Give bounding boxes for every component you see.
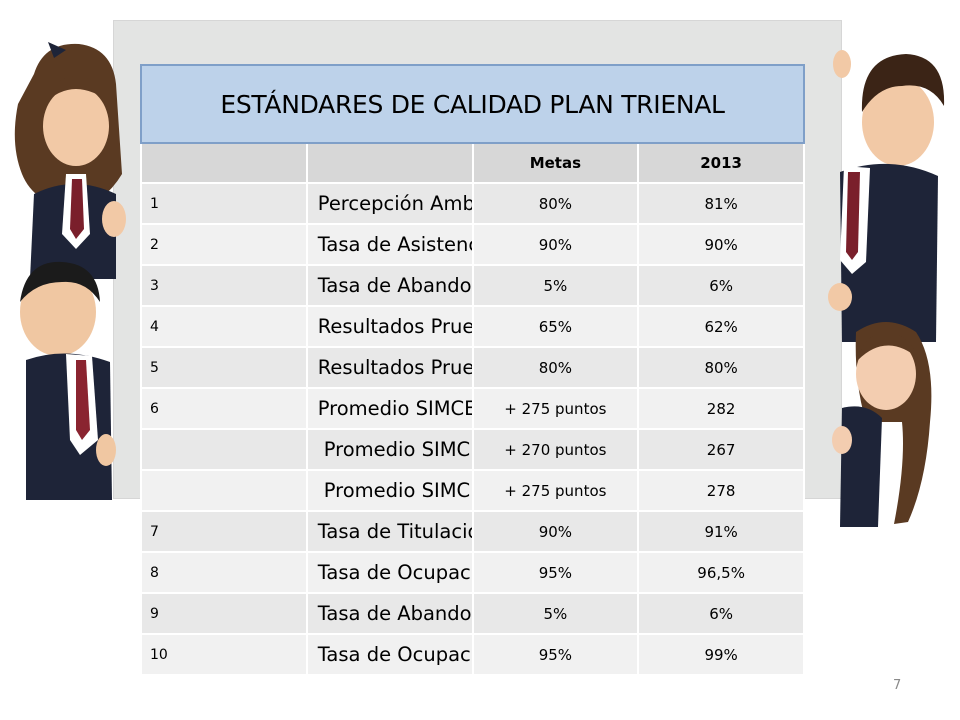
- row-indicator-label: Resultados Pruebas Técnicas: [305, 346, 474, 389]
- student-girl-right-illustration: [832, 322, 932, 527]
- row-indicator-label: Promedio SIMCE 2° Medio: [305, 387, 474, 430]
- row-value-2013: 62%: [637, 305, 805, 348]
- row-goal: 95%: [471, 551, 640, 594]
- row-value-2013: 96,5%: [637, 551, 805, 594]
- student-girl-left-illustration: [14, 42, 126, 279]
- row-value-2013: 278: [637, 469, 805, 512]
- row-indicator-label: Tasa de Asistencia: [305, 223, 474, 266]
- row-value-2013: 6%: [637, 592, 805, 635]
- row-number: 9: [140, 592, 308, 635]
- row-goal: 5%: [471, 264, 640, 307]
- row-goal: + 270 puntos: [471, 428, 640, 471]
- row-goal: + 275 puntos: [471, 469, 640, 512]
- row-number: [140, 469, 308, 512]
- row-goal: 5%: [471, 592, 640, 635]
- student-boy-left-illustration: [20, 261, 116, 500]
- row-value-2013: 282: [637, 387, 805, 430]
- row-indicator-label: Tasa de Ocupación Becados: [305, 633, 474, 676]
- row-indicator-label: Tasa de Abandono Becados: [305, 592, 474, 635]
- header-number: [140, 142, 308, 184]
- row-value-2013: 99%: [637, 633, 805, 676]
- row-indicator-label: Percepción Ambiente Escolar: [305, 182, 474, 225]
- row-indicator-label: Promedio SIMCE 4° Básico: [305, 428, 474, 471]
- row-goal: 80%: [471, 182, 640, 225]
- table-title: ESTÁNDARES DE CALIDAD PLAN TRIENAL: [140, 64, 805, 144]
- row-value-2013: 80%: [637, 346, 805, 389]
- table-title-row: ESTÁNDARES DE CALIDAD PLAN TRIENAL: [140, 64, 805, 144]
- row-goal: 90%: [471, 510, 640, 553]
- row-goal: 90%: [471, 223, 640, 266]
- row-number: 4: [140, 305, 308, 348]
- header-metas: Metas: [471, 142, 640, 184]
- row-number: 10: [140, 633, 308, 676]
- row-number: [140, 428, 308, 471]
- row-value-2013: 6%: [637, 264, 805, 307]
- row-goal: + 275 puntos: [471, 387, 640, 430]
- header-indicator: [305, 142, 474, 184]
- row-value-2013: 81%: [637, 182, 805, 225]
- row-indicator-label: Tasa de Ocupación Titulados: [305, 551, 474, 594]
- quality-standards-table: ESTÁNDARES DE CALIDAD PLAN TRIENAL Metas…: [140, 64, 805, 676]
- student-boy-right-illustration: [828, 50, 945, 342]
- row-indicator-label: Tasa de Titulación: [305, 510, 474, 553]
- row-value-2013: 90%: [637, 223, 805, 266]
- header-year: 2013: [637, 142, 805, 184]
- row-value-2013: 267: [637, 428, 805, 471]
- row-indicator-label: Tasa de Abandono: [305, 264, 474, 307]
- page-number: 7: [893, 678, 902, 693]
- row-value-2013: 91%: [637, 510, 805, 553]
- table-header-row: Metas 2013: [140, 142, 805, 184]
- row-goal: 65%: [471, 305, 640, 348]
- row-number: 3: [140, 264, 308, 307]
- row-number: 2: [140, 223, 308, 266]
- row-goal: 95%: [471, 633, 640, 676]
- row-indicator-label: Promedio SIMCE 8° Básico: [305, 469, 474, 512]
- row-number: 7: [140, 510, 308, 553]
- row-indicator-label: Resultados Pruebas Corporativas: [305, 305, 474, 348]
- row-number: 6: [140, 387, 308, 430]
- row-number: 5: [140, 346, 308, 389]
- row-number: 8: [140, 551, 308, 594]
- row-number: 1: [140, 182, 308, 225]
- row-goal: 80%: [471, 346, 640, 389]
